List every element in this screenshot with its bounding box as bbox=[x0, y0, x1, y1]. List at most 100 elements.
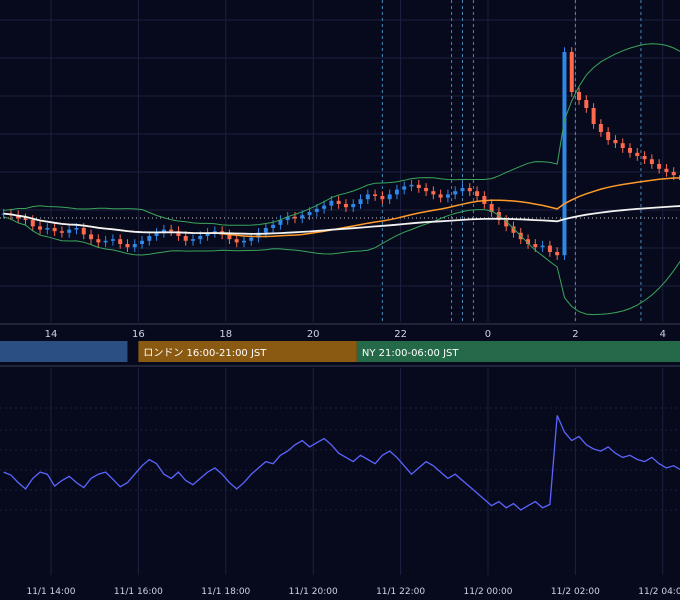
candle-body bbox=[380, 196, 385, 200]
candle-body bbox=[613, 140, 618, 144]
candle-body bbox=[161, 229, 166, 233]
bollinger-upper bbox=[3, 43, 680, 226]
candle-body bbox=[132, 244, 137, 248]
price-x-tick-label: 14 bbox=[45, 329, 58, 340]
candle-body bbox=[577, 92, 582, 100]
osc-x-tick-label: 11/1 22:00 bbox=[376, 587, 425, 597]
osc-x-tick-label: 11/1 14:00 bbox=[26, 587, 75, 597]
osc-x-tick-label: 11/1 18:00 bbox=[201, 587, 250, 597]
candle-body bbox=[249, 237, 254, 241]
candle-body bbox=[198, 236, 203, 240]
candle-body bbox=[183, 236, 188, 241]
candle-body bbox=[205, 232, 210, 236]
candle-body bbox=[511, 226, 516, 233]
candle-body bbox=[336, 200, 341, 204]
candle-body bbox=[438, 194, 443, 198]
candlesticks bbox=[1, 47, 680, 260]
session-label: NY 21:00-06:00 JST bbox=[362, 348, 459, 359]
candle-body bbox=[642, 156, 647, 160]
candle-body bbox=[431, 191, 436, 195]
oscillator-x-axis: 11/1 14:00 11/1 16:00 11/1 18:00 11/1 20:00… bbox=[26, 587, 680, 597]
candle-body bbox=[526, 239, 531, 244]
oscillator-panel bbox=[0, 368, 680, 575]
candle-body bbox=[212, 231, 217, 233]
candle-body bbox=[402, 186, 407, 190]
price-x-tick-label: 2 bbox=[572, 329, 578, 340]
candle-body bbox=[547, 245, 552, 252]
candle-body bbox=[409, 184, 414, 187]
session-label: ロンドン 16:00-21:00 JST bbox=[143, 348, 267, 359]
candle-body bbox=[635, 152, 640, 156]
chart-grid bbox=[0, 0, 680, 367]
candle-body bbox=[620, 143, 625, 148]
candle-body bbox=[241, 240, 246, 243]
candle-body bbox=[234, 239, 239, 243]
candle-body bbox=[373, 194, 378, 196]
candle-body bbox=[38, 226, 43, 230]
candle-body bbox=[59, 231, 64, 233]
candle-body bbox=[569, 52, 574, 92]
candle-body bbox=[562, 52, 567, 256]
candle-body bbox=[591, 108, 596, 124]
candle-body bbox=[176, 231, 181, 236]
candle-body bbox=[96, 239, 101, 243]
candle-body bbox=[300, 215, 305, 219]
candle-body bbox=[489, 204, 494, 212]
price-x-tick-label: 20 bbox=[307, 329, 320, 340]
candle-body bbox=[504, 220, 509, 227]
price-x-tick-label: 4 bbox=[660, 329, 666, 340]
candle-body bbox=[154, 232, 159, 236]
candle-body bbox=[322, 205, 327, 209]
candle-body bbox=[23, 218, 28, 220]
osc-x-tick-label: 11/1 20:00 bbox=[289, 587, 338, 597]
osc-x-tick-label: 11/2 00:00 bbox=[463, 587, 512, 597]
candle-body bbox=[103, 240, 108, 243]
candle-body bbox=[271, 224, 276, 228]
candle-body bbox=[125, 244, 130, 248]
price-x-tick-label: 16 bbox=[132, 329, 145, 340]
candle-body bbox=[169, 229, 174, 232]
price-panel-bg bbox=[0, 0, 680, 322]
candle-body bbox=[140, 240, 145, 244]
indicator-lines bbox=[3, 43, 680, 316]
candle-body bbox=[67, 229, 72, 233]
candle-body bbox=[606, 132, 611, 140]
candle-body bbox=[424, 188, 429, 192]
candle-body bbox=[314, 208, 319, 212]
candle-body bbox=[81, 228, 86, 235]
price-x-axis: 14 16 18 20 22 0 2 4 bbox=[45, 329, 666, 340]
candle-body bbox=[30, 220, 35, 227]
candle-body bbox=[52, 228, 57, 232]
osc-x-tick-label: 11/2 02:00 bbox=[551, 587, 600, 597]
candle-body bbox=[292, 216, 297, 219]
price-x-tick-label: 22 bbox=[394, 329, 407, 340]
candle-body bbox=[45, 228, 50, 230]
candle-body bbox=[416, 184, 421, 188]
candle-body bbox=[598, 124, 603, 132]
price-x-tick-label: 0 bbox=[485, 329, 491, 340]
candle-body bbox=[343, 204, 348, 208]
candle-body bbox=[263, 228, 268, 233]
candle-body bbox=[147, 236, 152, 241]
candle-body bbox=[555, 252, 560, 256]
oscillator-line bbox=[3, 415, 680, 511]
bollinger-lower bbox=[3, 209, 680, 316]
candle-body bbox=[540, 245, 545, 248]
session-band bbox=[0, 341, 128, 362]
candle-body bbox=[227, 234, 232, 240]
candle-body bbox=[387, 194, 392, 200]
moving-average-white bbox=[3, 205, 680, 235]
candle-body bbox=[467, 188, 472, 192]
candle-body bbox=[191, 239, 196, 241]
candle-body bbox=[475, 191, 480, 196]
candle-body bbox=[278, 220, 283, 225]
candle-body bbox=[394, 189, 399, 195]
candle-body bbox=[533, 244, 538, 248]
candle-body bbox=[584, 100, 589, 108]
candle-body bbox=[118, 239, 123, 244]
osc-x-tick-label: 11/2 04:00 bbox=[638, 587, 680, 597]
price-x-tick-label: 18 bbox=[219, 329, 232, 340]
session-bands: ロンドン 16:00-21:00 JST NY 21:00-06:00 JST bbox=[0, 341, 680, 362]
candle-body bbox=[89, 234, 94, 240]
